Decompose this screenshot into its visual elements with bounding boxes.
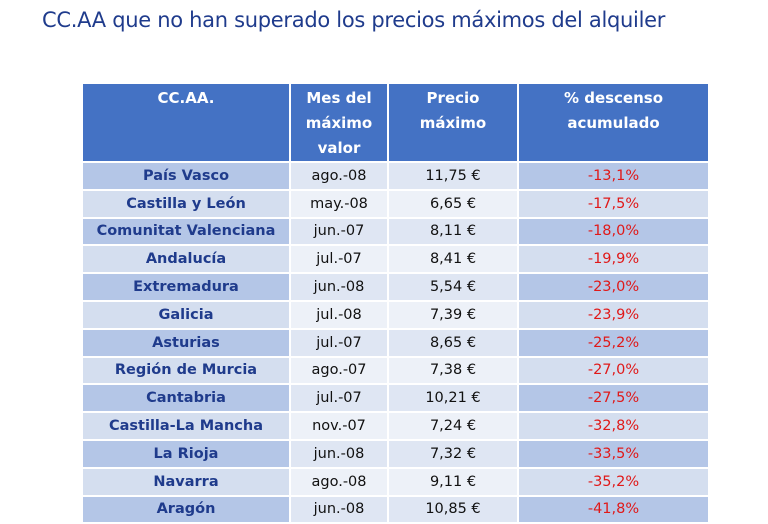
price-cell: 5,54 €	[387, 272, 519, 302]
decrease-cell: -33,5%	[517, 438, 710, 469]
table-row: La Rioja jun.-08 7,32 € -33,5%	[81, 438, 710, 469]
month-cell: jun.-07	[289, 216, 389, 247]
price-cell: 6,65 €	[387, 188, 519, 219]
table-row: Castilla-La Mancha nov.-07 7,24 € -32,8%	[81, 411, 710, 441]
price-cell: 10,85 €	[387, 494, 519, 524]
header-mes: Mes del máximo valor	[289, 82, 389, 163]
month-cell: jul.-07	[289, 327, 389, 358]
region-cell: Navarra	[81, 466, 291, 497]
region-cell: Castilla y León	[81, 188, 291, 219]
table-row: Extremadura jun.-08 5,54 € -23,0%	[81, 272, 710, 302]
price-cell: 8,41 €	[387, 244, 519, 275]
decrease-cell: -23,0%	[517, 272, 710, 302]
price-cell: 8,11 €	[387, 216, 519, 247]
decrease-cell: -41,8%	[517, 494, 710, 524]
region-cell: País Vasco	[81, 161, 291, 191]
decrease-cell: -13,1%	[517, 161, 710, 191]
header-descenso: % descenso acumulado	[517, 82, 710, 163]
region-cell: Comunitat Valenciana	[81, 216, 291, 247]
decrease-cell: -27,5%	[517, 383, 710, 414]
region-cell: Extremadura	[81, 272, 291, 302]
month-cell: nov.-07	[289, 411, 389, 441]
table-row: Cantabria jul.-07 10,21 € -27,5%	[81, 383, 710, 414]
month-cell: ago.-08	[289, 161, 389, 191]
header-precio: Precio máximo	[387, 82, 519, 163]
price-cell: 11,75 €	[387, 161, 519, 191]
price-cell: 10,21 €	[387, 383, 519, 414]
decrease-cell: -27,0%	[517, 355, 710, 386]
header-ccaa: CC.AA.	[81, 82, 291, 163]
page-title: CC.AA que no han superado los precios má…	[42, 8, 666, 32]
rent-table: CC.AA. Mes del máximo valor Precio máxim…	[81, 82, 710, 524]
month-cell: jun.-08	[289, 438, 389, 469]
region-cell: Galicia	[81, 299, 291, 330]
region-cell: Región de Murcia	[81, 355, 291, 386]
month-cell: jul.-07	[289, 244, 389, 275]
price-cell: 7,39 €	[387, 299, 519, 330]
region-cell: Andalucía	[81, 244, 291, 275]
table-body: País Vasco ago.-08 11,75 € -13,1% Castilla y…	[81, 161, 710, 524]
month-cell: jun.-08	[289, 494, 389, 524]
month-cell: jun.-08	[289, 272, 389, 302]
table-row: Región de Murcia ago.-07 7,38 € -27,0%	[81, 355, 710, 386]
table-row: País Vasco ago.-08 11,75 € -13,1%	[81, 161, 710, 191]
month-cell: jul.-07	[289, 383, 389, 414]
region-cell: Aragón	[81, 494, 291, 524]
decrease-cell: -32,8%	[517, 411, 710, 441]
month-cell: ago.-08	[289, 466, 389, 497]
price-cell: 9,11 €	[387, 466, 519, 497]
table-row: Andalucía jul.-07 8,41 € -19,9%	[81, 244, 710, 275]
region-cell: Cantabria	[81, 383, 291, 414]
decrease-cell: -25,2%	[517, 327, 710, 358]
price-cell: 7,24 €	[387, 411, 519, 441]
month-cell: may.-08	[289, 188, 389, 219]
decrease-cell: -17,5%	[517, 188, 710, 219]
table-row: Aragón jun.-08 10,85 € -41,8%	[81, 494, 710, 524]
price-cell: 7,38 €	[387, 355, 519, 386]
decrease-cell: -23,9%	[517, 299, 710, 330]
region-cell: Castilla-La Mancha	[81, 411, 291, 441]
region-cell: Asturias	[81, 327, 291, 358]
month-cell: jul.-08	[289, 299, 389, 330]
decrease-cell: -19,9%	[517, 244, 710, 275]
table-row: Galicia jul.-08 7,39 € -23,9%	[81, 299, 710, 330]
table-row: Castilla y León may.-08 6,65 € -17,5%	[81, 188, 710, 219]
region-cell: La Rioja	[81, 438, 291, 469]
table-row: Comunitat Valenciana jun.-07 8,11 € -18,0%	[81, 216, 710, 247]
table-header-row: CC.AA. Mes del máximo valor Precio máxim…	[81, 82, 710, 163]
table-row: Navarra ago.-08 9,11 € -35,2%	[81, 466, 710, 497]
month-cell: ago.-07	[289, 355, 389, 386]
table-row: Asturias jul.-07 8,65 € -25,2%	[81, 327, 710, 358]
decrease-cell: -18,0%	[517, 216, 710, 247]
price-cell: 7,32 €	[387, 438, 519, 469]
price-cell: 8,65 €	[387, 327, 519, 358]
decrease-cell: -35,2%	[517, 466, 710, 497]
